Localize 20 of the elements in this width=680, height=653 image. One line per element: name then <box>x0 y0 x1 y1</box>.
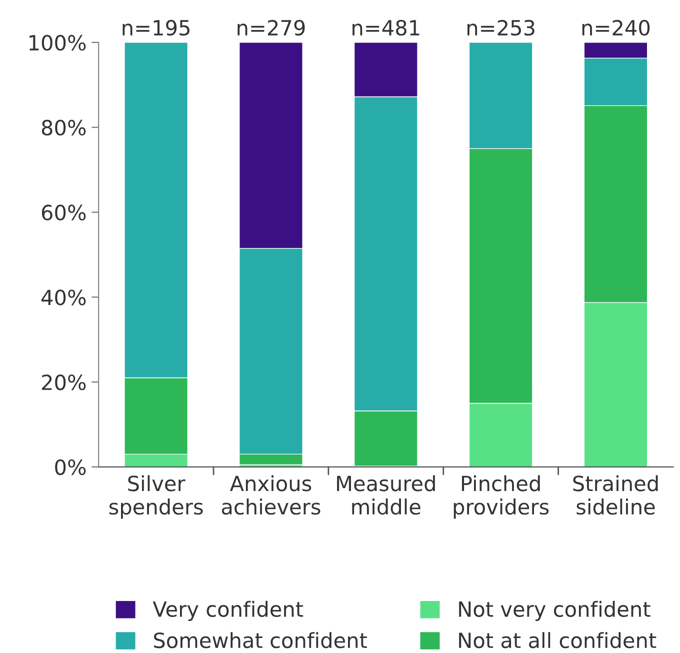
x-tick-label: Anxious achievers <box>222 475 320 515</box>
annotation: n=240 <box>582 20 650 36</box>
y-tick-label: 0% <box>55 459 86 476</box>
annotation: n=195 <box>122 20 190 36</box>
y-tick-label: 100% <box>30 34 86 51</box>
legend-label: Not very confident <box>459 600 650 622</box>
x-tick-label: Measured middle <box>337 475 435 515</box>
x-tick-label: Silver spenders <box>109 475 203 519</box>
annotation: n=253 <box>468 20 534 36</box>
legend-label: Somewhat confident <box>154 632 367 648</box>
y-tick-label: 40% <box>42 290 86 306</box>
legend-label: Not at all confident <box>459 632 656 648</box>
y-tick-label: 80% <box>42 120 86 136</box>
x-tick-label: Pinched providers <box>454 475 549 519</box>
y-tick-label: 20% <box>42 374 86 390</box>
annotation: n=279 <box>238 20 305 36</box>
y-tick-label: 60% <box>42 204 86 220</box>
x-tick-label: Strained sideline <box>573 475 658 515</box>
annotation: n=481 <box>352 20 420 36</box>
legend-label: Very confident <box>152 600 304 622</box>
